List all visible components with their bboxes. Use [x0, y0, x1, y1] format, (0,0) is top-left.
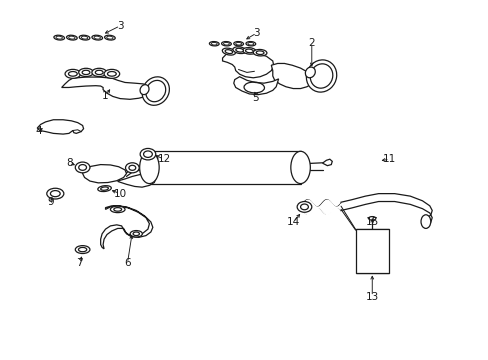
Polygon shape [271, 63, 313, 89]
Ellipse shape [75, 246, 90, 253]
Ellipse shape [245, 49, 253, 53]
Polygon shape [118, 175, 156, 187]
Text: 11: 11 [383, 154, 396, 164]
Ellipse shape [140, 85, 149, 95]
Text: 5: 5 [252, 93, 259, 103]
Ellipse shape [75, 162, 90, 173]
Ellipse shape [130, 230, 142, 237]
Ellipse shape [253, 49, 266, 56]
Ellipse shape [209, 41, 219, 46]
Ellipse shape [224, 50, 232, 54]
Ellipse shape [297, 202, 311, 212]
Ellipse shape [66, 35, 77, 40]
Polygon shape [322, 159, 331, 166]
Ellipse shape [125, 163, 139, 173]
Polygon shape [82, 165, 126, 183]
Ellipse shape [305, 67, 315, 78]
Ellipse shape [368, 217, 375, 220]
Text: 9: 9 [47, 197, 54, 207]
Ellipse shape [221, 41, 231, 46]
Text: 8: 8 [66, 158, 73, 168]
Ellipse shape [79, 68, 93, 77]
Text: 10: 10 [113, 189, 126, 199]
Text: 4: 4 [35, 126, 42, 135]
Text: 2: 2 [308, 38, 314, 48]
Text: 15: 15 [365, 217, 378, 227]
Text: 12: 12 [157, 154, 170, 164]
Polygon shape [61, 77, 153, 99]
Ellipse shape [290, 151, 310, 184]
Ellipse shape [107, 72, 116, 76]
Text: 3: 3 [253, 28, 260, 38]
Ellipse shape [79, 35, 90, 40]
Ellipse shape [233, 41, 243, 46]
Ellipse shape [242, 48, 256, 54]
Ellipse shape [235, 48, 243, 52]
Ellipse shape [306, 60, 336, 92]
Ellipse shape [142, 77, 169, 105]
Ellipse shape [95, 70, 103, 75]
Bar [149, 151, 300, 184]
Text: 13: 13 [365, 292, 378, 302]
Text: 6: 6 [124, 258, 130, 268]
Ellipse shape [54, 35, 64, 40]
Ellipse shape [82, 70, 90, 75]
Ellipse shape [47, 188, 64, 199]
Ellipse shape [65, 69, 81, 78]
Polygon shape [222, 51, 273, 78]
Polygon shape [37, 120, 83, 134]
Polygon shape [101, 206, 153, 249]
Polygon shape [233, 77, 278, 95]
Text: 14: 14 [286, 217, 299, 227]
Ellipse shape [256, 51, 264, 54]
Ellipse shape [68, 72, 77, 76]
Ellipse shape [222, 48, 235, 55]
Ellipse shape [245, 41, 255, 46]
Ellipse shape [92, 35, 102, 40]
Ellipse shape [140, 148, 156, 160]
Ellipse shape [110, 206, 125, 213]
Ellipse shape [140, 151, 159, 184]
Ellipse shape [98, 186, 111, 192]
Ellipse shape [92, 68, 106, 77]
Text: 3: 3 [117, 21, 123, 31]
Ellipse shape [232, 47, 246, 54]
Bar [355, 229, 388, 273]
Ellipse shape [104, 69, 120, 78]
Text: 1: 1 [102, 91, 109, 101]
Text: 7: 7 [76, 258, 83, 268]
Ellipse shape [104, 35, 115, 40]
Ellipse shape [420, 215, 430, 228]
